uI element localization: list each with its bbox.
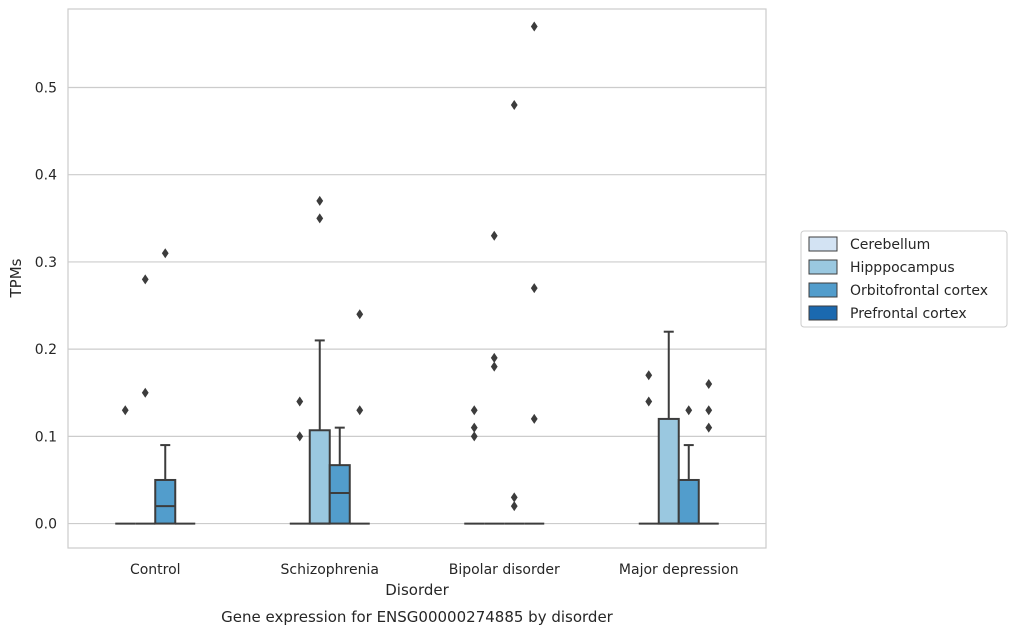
outlier-point <box>490 352 498 363</box>
y-tick-label: 0.1 <box>35 429 57 445</box>
legend-frame <box>800 230 1008 328</box>
legend-swatch <box>808 259 838 275</box>
y-axis-ticks: 0.0 0.1 0.2 0.3 0.4 0.5 <box>35 80 57 532</box>
outlier-point <box>685 405 693 416</box>
x-tick-label: Control <box>130 562 181 578</box>
boxes <box>115 330 719 525</box>
x-axis-ticks: Control Schizophrenia Bipolar disorder Majo… <box>130 562 739 578</box>
box-hipppocampus <box>657 330 680 525</box>
legend: Cerebellum Hipppocampus Orbitofrontal cort… <box>800 230 1008 328</box>
outlier-point <box>141 274 149 285</box>
outlier-point <box>490 361 498 372</box>
x-tick-label: Schizophrenia <box>281 562 379 578</box>
box-body <box>308 429 331 525</box>
x-tick-label: Major depression <box>619 562 739 578</box>
legend-swatch <box>808 305 838 321</box>
y-tick-label: 0.5 <box>35 80 57 96</box>
chart-caption: Gene expression for ENSG00000274885 by d… <box>221 608 614 626</box>
outlier-point <box>121 405 129 416</box>
outliers <box>121 21 713 512</box>
legend-label: Prefrontal cortex <box>850 306 967 322</box>
outlier-point <box>470 422 478 433</box>
outlier-point <box>530 413 538 424</box>
outlier-point <box>470 431 478 442</box>
y-tick-label: 0.2 <box>35 342 57 358</box>
outlier-point <box>705 422 713 433</box>
outlier-point <box>490 230 498 241</box>
outlier-point <box>510 99 518 110</box>
outlier-point <box>141 387 149 398</box>
legend-swatch <box>808 236 838 252</box>
y-axis-label: TPMs <box>7 258 25 298</box>
outlier-point <box>161 248 169 259</box>
y-tick-label: 0.0 <box>35 517 57 533</box>
outlier-point <box>645 396 653 407</box>
box-body <box>154 478 177 525</box>
box-orbitofrontal-cortex <box>677 444 700 525</box>
outlier-point <box>530 283 538 294</box>
box-body <box>328 464 351 525</box>
outlier-point <box>530 21 538 32</box>
x-axis-label: Disorder <box>385 581 449 599</box>
outlier-point <box>356 309 364 320</box>
outlier-point <box>705 379 713 390</box>
outlier-point <box>296 396 304 407</box>
outlier-point <box>316 213 324 224</box>
plot-area-frame <box>67 8 767 549</box>
outlier-point <box>356 405 364 416</box>
box-body <box>657 417 680 525</box>
box-body <box>677 478 700 525</box>
legend-label: Orbitofrontal cortex <box>850 283 988 299</box>
y-tick-label: 0.3 <box>35 255 57 271</box>
box-hipppocampus <box>308 339 331 525</box>
box-orbitofrontal-cortex <box>328 426 351 525</box>
y-tick-label: 0.4 <box>35 168 57 184</box>
outlier-point <box>316 195 324 206</box>
outlier-point <box>705 405 713 416</box>
outlier-point <box>510 492 518 503</box>
outlier-point <box>645 370 653 381</box>
outlier-point <box>470 405 478 416</box>
legend-label: Hipppocampus <box>850 260 955 276</box>
legend-label: Cerebellum <box>850 237 930 253</box>
box-orbitofrontal-cortex <box>154 444 177 525</box>
x-tick-label: Bipolar disorder <box>449 562 560 578</box>
legend-swatch <box>808 282 838 298</box>
outlier-point <box>296 431 304 442</box>
outlier-point <box>510 501 518 512</box>
